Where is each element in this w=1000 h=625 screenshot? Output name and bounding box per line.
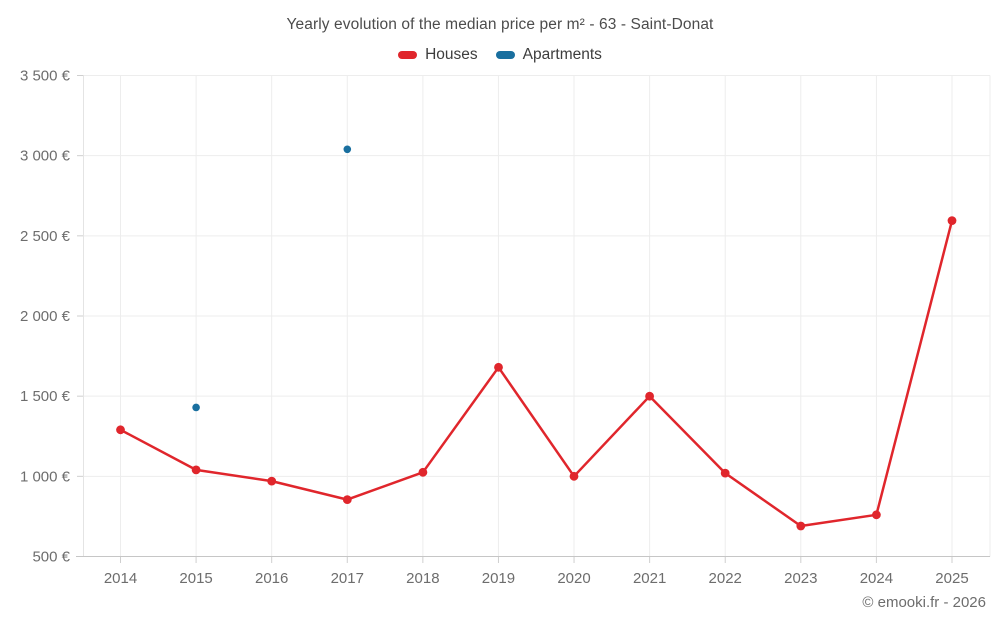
y-tick-label: 500 € xyxy=(32,549,70,566)
houses-point[interactable] xyxy=(494,362,503,372)
x-tick-label: 2021 xyxy=(633,570,666,587)
x-tick-label: 2015 xyxy=(179,570,212,587)
houses-point[interactable] xyxy=(191,465,201,475)
apartments-point[interactable] xyxy=(192,403,200,412)
apartments-legend-label: Apartments xyxy=(522,46,602,63)
x-tick-label: 2014 xyxy=(104,570,137,587)
y-tick-label: 1 500 € xyxy=(20,388,71,405)
y-tick-label: 3 000 € xyxy=(20,148,71,165)
houses-line xyxy=(119,219,954,528)
chart-legend: Houses Apartments xyxy=(0,46,1000,64)
y-tick-label: 1 000 € xyxy=(20,468,71,485)
y-tick-label: 2 500 € xyxy=(20,228,71,245)
x-tick-label: 2023 xyxy=(784,570,817,587)
houses-series-swatch-icon xyxy=(398,51,418,59)
y-tick-label: 2 000 € xyxy=(20,308,71,325)
x-tick-label: 2025 xyxy=(935,570,968,587)
x-tick-label: 2024 xyxy=(860,570,893,587)
houses-point[interactable] xyxy=(116,425,125,435)
houses-point[interactable] xyxy=(342,495,352,504)
houses-point[interactable] xyxy=(267,476,277,486)
y-tick-label: 3 500 € xyxy=(20,68,71,85)
x-tick-label: 2020 xyxy=(557,570,590,587)
houses-point[interactable] xyxy=(796,521,806,531)
x-tick-label: 2018 xyxy=(406,570,439,587)
x-tick-label: 2017 xyxy=(331,570,364,587)
legend-item-apartments[interactable]: Apartments xyxy=(495,46,602,64)
copyright-note: © emooki.fr - 2026 xyxy=(862,594,986,611)
houses-point[interactable] xyxy=(645,391,654,401)
x-tick-label: 2022 xyxy=(709,570,742,587)
apartments-point[interactable] xyxy=(343,145,352,154)
chart-title: Yearly evolution of the median price per… xyxy=(286,16,714,33)
houses-point[interactable] xyxy=(720,468,730,478)
apartments-series-swatch-icon xyxy=(495,51,515,59)
houses-point[interactable] xyxy=(872,510,881,520)
x-tick-label: 2016 xyxy=(255,570,288,587)
houses-point[interactable] xyxy=(418,467,428,477)
legend-item-houses[interactable]: Houses xyxy=(398,46,478,64)
houses-legend-label: Houses xyxy=(425,46,478,63)
x-tick-label: 2019 xyxy=(482,570,515,587)
houses-point[interactable] xyxy=(947,216,957,226)
houses-point[interactable] xyxy=(569,471,579,481)
